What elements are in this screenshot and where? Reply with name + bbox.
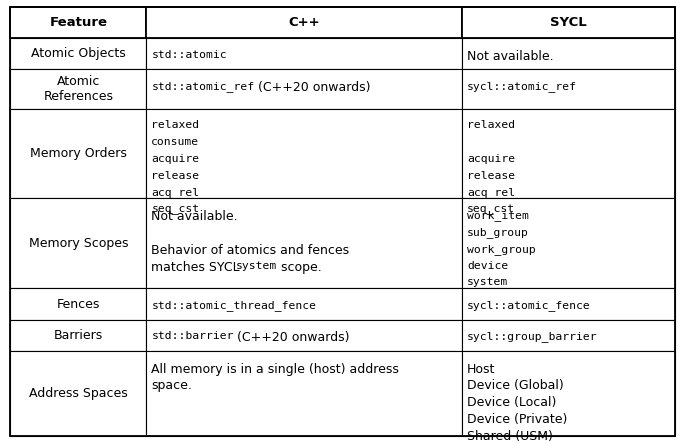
Text: sycl::atomic_fence: sycl::atomic_fence — [467, 300, 590, 311]
Text: SYCL: SYCL — [550, 16, 587, 29]
Text: work_item: work_item — [467, 210, 529, 221]
Text: system: system — [467, 277, 508, 288]
Bar — [462, 70, 675, 109]
Text: (C++20 onwards): (C++20 onwards) — [253, 81, 371, 94]
Text: sub_group: sub_group — [467, 227, 529, 238]
Text: Not available.: Not available. — [467, 50, 553, 62]
Text: acquire: acquire — [467, 154, 515, 164]
Bar — [462, 198, 675, 288]
Bar — [147, 320, 462, 351]
Bar — [462, 38, 675, 70]
Text: Address Spaces: Address Spaces — [29, 387, 128, 400]
Bar — [10, 351, 147, 436]
Bar — [147, 351, 462, 436]
Bar — [10, 70, 147, 109]
Text: space.: space. — [151, 380, 192, 392]
Bar — [462, 320, 675, 351]
Text: acq_rel: acq_rel — [151, 187, 199, 198]
Text: C++: C++ — [288, 16, 320, 29]
Text: scope.: scope. — [277, 260, 321, 274]
Text: release: release — [151, 171, 199, 181]
Text: acq_rel: acq_rel — [467, 187, 515, 198]
Bar — [10, 7, 147, 38]
Bar — [10, 320, 147, 351]
Text: consume: consume — [151, 137, 199, 147]
Bar — [10, 38, 147, 70]
Text: system: system — [236, 260, 277, 271]
Bar — [10, 109, 147, 198]
Text: Barriers: Barriers — [53, 329, 103, 342]
Text: Not available.: Not available. — [151, 210, 238, 223]
Text: sycl::group_barrier: sycl::group_barrier — [467, 331, 597, 342]
Bar — [147, 7, 462, 38]
Bar — [147, 38, 462, 70]
Text: relaxed: relaxed — [151, 120, 199, 130]
Text: relaxed: relaxed — [467, 120, 515, 130]
Text: seq_cst: seq_cst — [467, 205, 515, 215]
Text: Feature: Feature — [49, 16, 108, 29]
Text: Behavior of atomics and fences: Behavior of atomics and fences — [151, 244, 349, 257]
Text: std::atomic_thread_fence: std::atomic_thread_fence — [151, 300, 316, 311]
Text: (C++20 onwards): (C++20 onwards) — [234, 331, 350, 344]
Text: std::barrier: std::barrier — [151, 331, 234, 341]
Text: All memory is in a single (host) address: All memory is in a single (host) address — [151, 363, 399, 376]
Bar — [147, 109, 462, 198]
Bar — [10, 198, 147, 288]
Text: Memory Scopes: Memory Scopes — [29, 237, 128, 250]
Text: Atomic
References: Atomic References — [43, 75, 114, 103]
Text: Memory Orders: Memory Orders — [30, 147, 127, 160]
Bar — [147, 70, 462, 109]
Bar — [147, 198, 462, 288]
Text: Atomic Objects: Atomic Objects — [31, 47, 126, 60]
Text: Device (Global): Device (Global) — [467, 380, 564, 392]
Text: std::atomic_ref: std::atomic_ref — [151, 81, 254, 92]
Bar — [10, 288, 147, 320]
Bar — [462, 7, 675, 38]
Text: Host: Host — [467, 363, 495, 376]
Text: matches SYCL: matches SYCL — [151, 260, 244, 274]
Text: release: release — [467, 171, 515, 181]
Text: seq_cst: seq_cst — [151, 205, 199, 215]
Bar — [462, 109, 675, 198]
Text: acquire: acquire — [151, 154, 199, 164]
Bar — [462, 351, 675, 436]
Text: device: device — [467, 260, 508, 271]
Text: sycl::atomic_ref: sycl::atomic_ref — [467, 81, 577, 92]
Text: work_group: work_group — [467, 244, 536, 255]
Text: Device (Private): Device (Private) — [467, 413, 567, 426]
Text: std::atomic: std::atomic — [151, 50, 227, 59]
Text: Shared (USM): Shared (USM) — [467, 430, 553, 443]
Bar — [462, 288, 675, 320]
Text: Fences: Fences — [57, 298, 100, 311]
Text: Device (Local): Device (Local) — [467, 396, 556, 409]
Bar — [147, 288, 462, 320]
